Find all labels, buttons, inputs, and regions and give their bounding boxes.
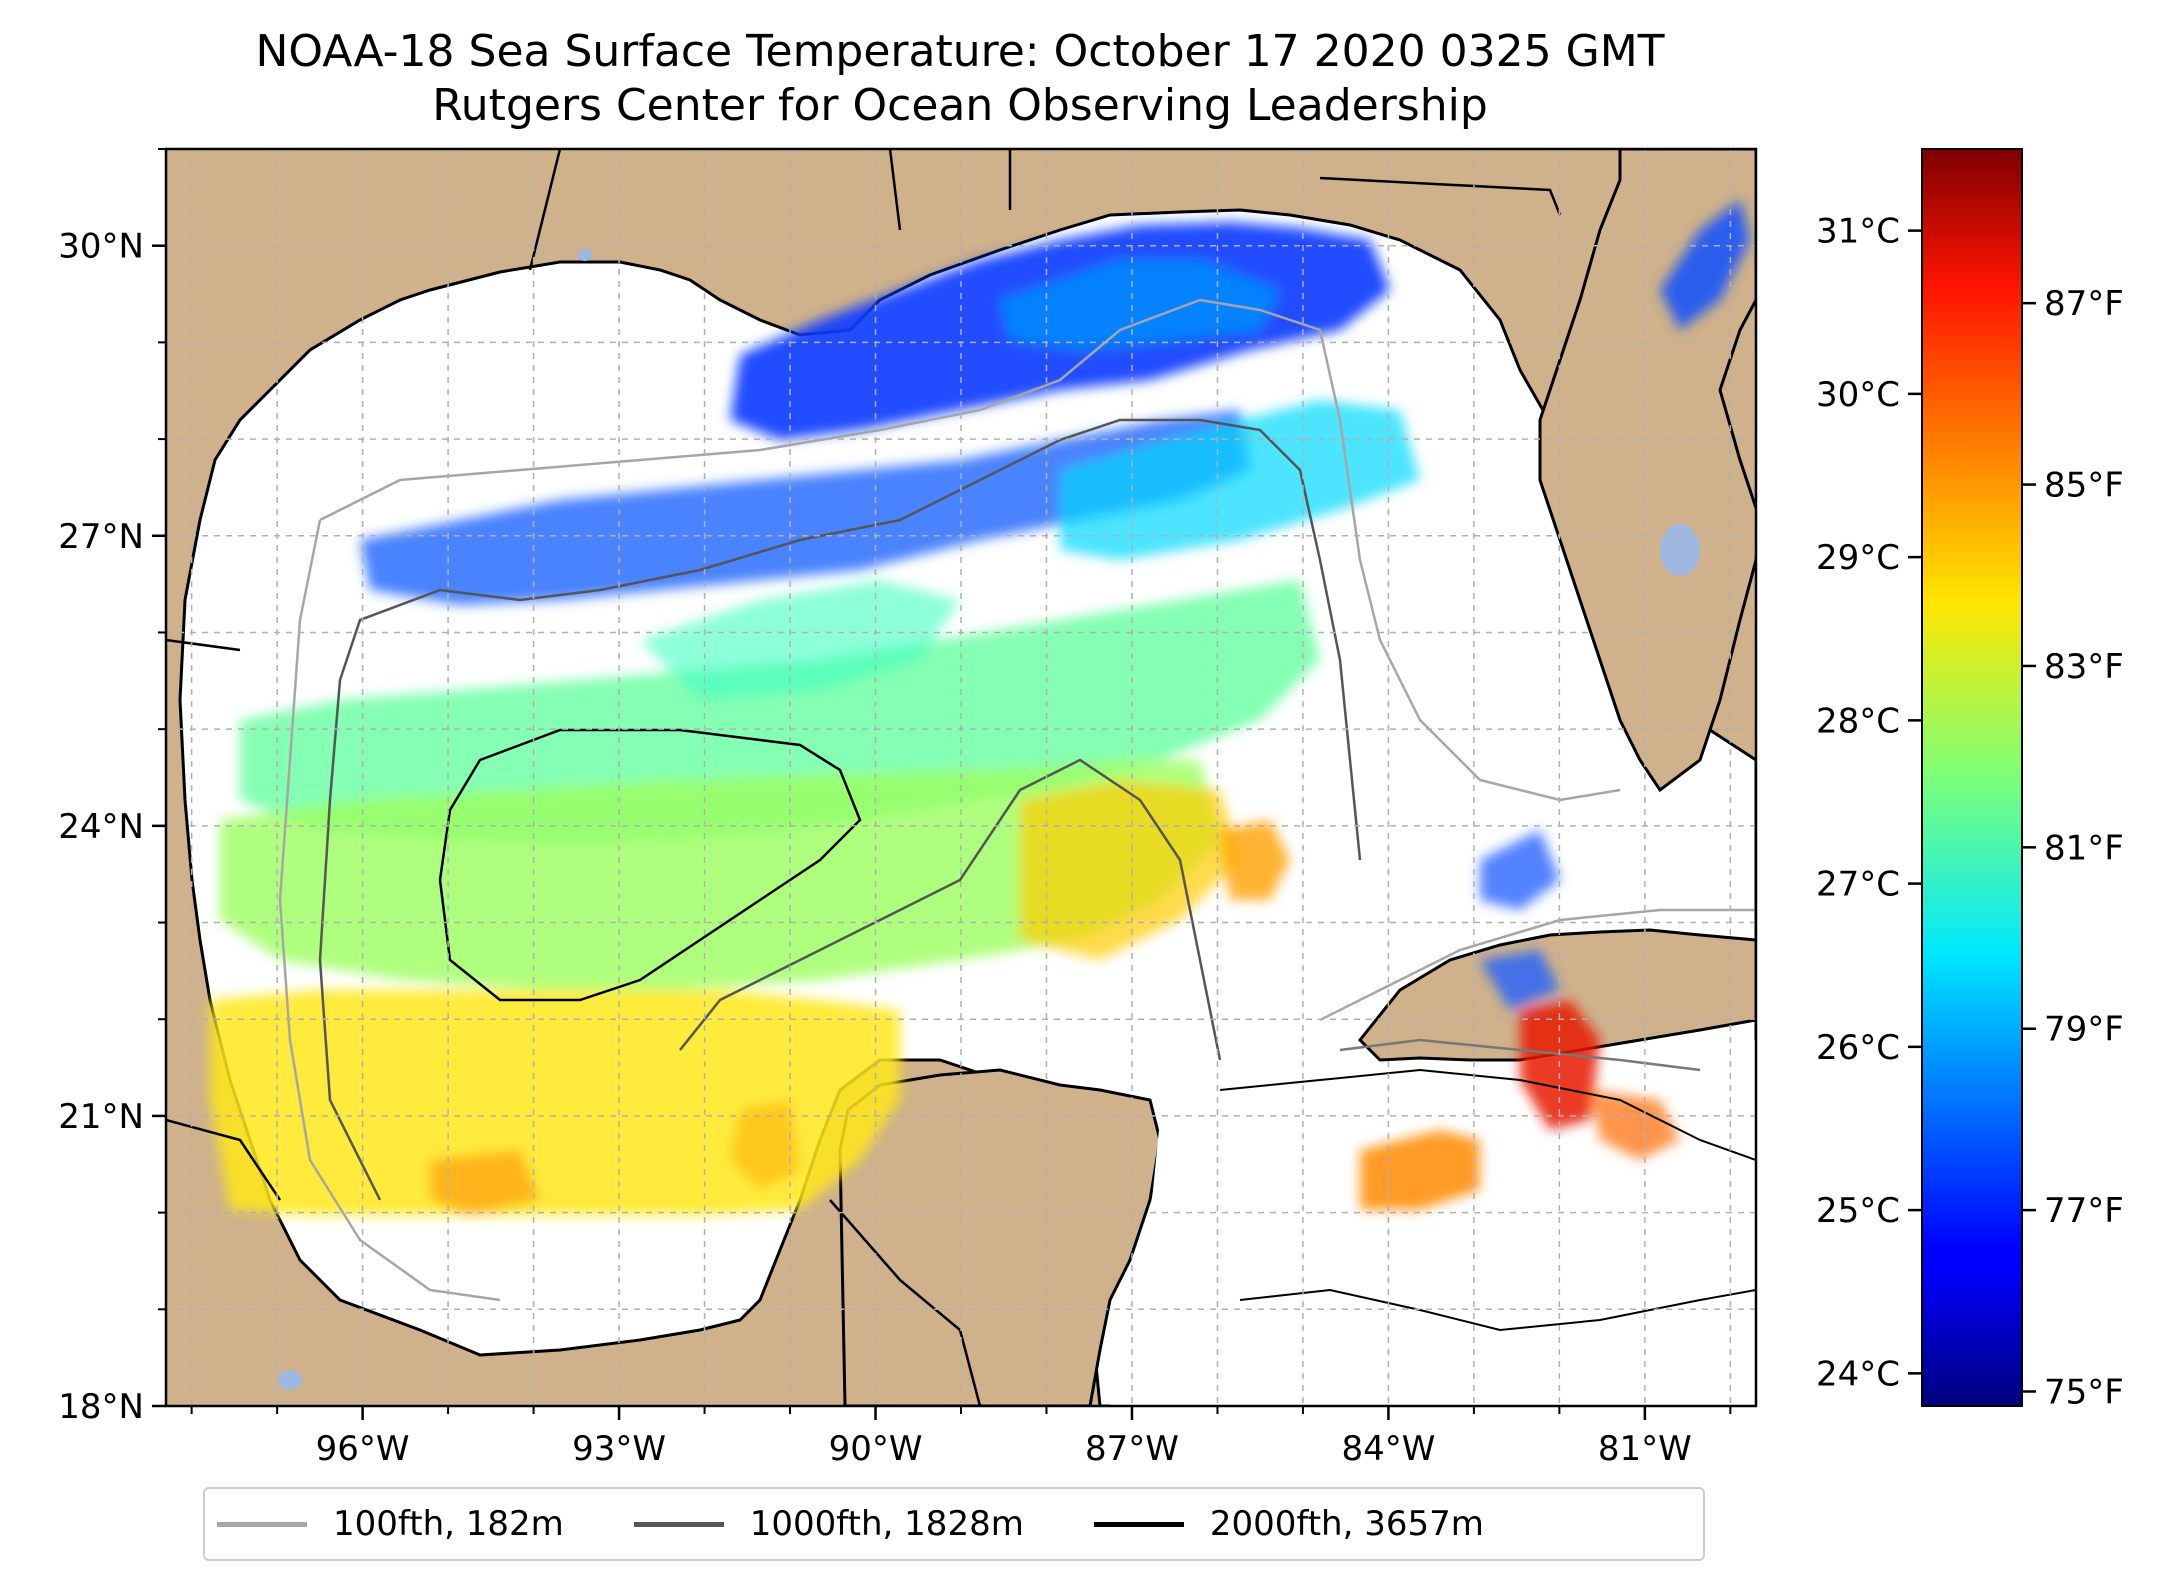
lon-tick-label: 81°W (1598, 1429, 1692, 1469)
legend-label: 1000fth, 1828m (749, 1504, 1024, 1544)
lat-tick-label: 24°N (58, 807, 144, 847)
legend-swatch (1093, 1521, 1184, 1527)
celsius-tick-label: 30°C (1816, 375, 1900, 415)
colorbar-celsius-ticks: 24°C 25°C 26°C 27°C 28°C 29°C 30°C 31°C (1816, 212, 1922, 1394)
lake (278, 1370, 302, 1390)
caribbean-water (1110, 1040, 1756, 1406)
lon-tick-label: 90°W (829, 1429, 923, 1469)
lon-tick-label: 84°W (1341, 1429, 1435, 1469)
chart-title: NOAA-18 Sea Surface Temperature: October… (255, 26, 1665, 77)
cuba-land (1357, 928, 1756, 1062)
fahrenheit-tick-label: 85°F (2044, 466, 2124, 506)
legend-label: 100fth, 182m (333, 1504, 564, 1544)
celsius-tick-label: 27°C (1816, 865, 1900, 905)
celsius-tick-label: 31°C (1816, 212, 1900, 252)
legend-swatch (217, 1521, 307, 1527)
lake-okeechobee (1660, 524, 1700, 576)
colorbar-fahrenheit-ticks: 75°F 77°F 79°F 81°F 83°F 85°F 87°F (2022, 284, 2124, 1412)
longitude-axis: 96°W 93°W 90°W 87°W 84°W 81°W (190, 1406, 1732, 1469)
fahrenheit-tick-label: 79°F (2044, 1010, 2124, 1050)
colorbar (1921, 148, 2023, 1407)
legend-item-100fth: 100fth, 182m (217, 1504, 564, 1544)
chart-subtitle: Rutgers Center for Ocean Observing Leade… (432, 80, 1488, 131)
celsius-tick-label: 24°C (1816, 1354, 1900, 1394)
latitude-axis: 30°N 27°N 24°N 21°N 18°N (58, 148, 166, 1427)
legend-label: 2000fth, 3657m (1209, 1504, 1484, 1544)
bathymetry-contours (278, 298, 1756, 1332)
legend-item-1000fth: 1000fth, 1828m (633, 1504, 1024, 1544)
lat-tick-label: 18°N (58, 1387, 144, 1427)
lat-tick-label: 21°N (58, 1097, 144, 1137)
fahrenheit-tick-label: 81°F (2044, 828, 2124, 868)
lon-tick-label: 93°W (572, 1429, 666, 1469)
fahrenheit-tick-label: 75°F (2044, 1372, 2124, 1412)
lon-tick-label: 87°W (1085, 1429, 1179, 1469)
lat-tick-label: 30°N (58, 227, 144, 267)
fahrenheit-tick-label: 77°F (2044, 1191, 2124, 1231)
lake (577, 249, 593, 261)
legend-item-2000fth: 2000fth, 3657m (1093, 1504, 1484, 1544)
legend-swatch (633, 1521, 724, 1527)
celsius-tick-label: 28°C (1816, 701, 1900, 741)
state-borders (166, 149, 1562, 1406)
celsius-tick-label: 25°C (1816, 1191, 1900, 1231)
map-area (166, 149, 1756, 1406)
fahrenheit-tick-label: 83°F (2044, 647, 2124, 687)
fahrenheit-tick-label: 87°F (2044, 284, 2124, 324)
legend: 100fth, 182m 1000fth, 1828m 2000fth, 365… (203, 1487, 1705, 1561)
sst-data (210, 200, 1750, 1215)
lat-tick-label: 27°N (58, 517, 144, 557)
celsius-tick-label: 29°C (1816, 538, 1900, 578)
gridlines (166, 149, 1756, 1406)
lon-tick-label: 96°W (316, 1429, 410, 1469)
celsius-tick-label: 26°C (1816, 1028, 1900, 1068)
